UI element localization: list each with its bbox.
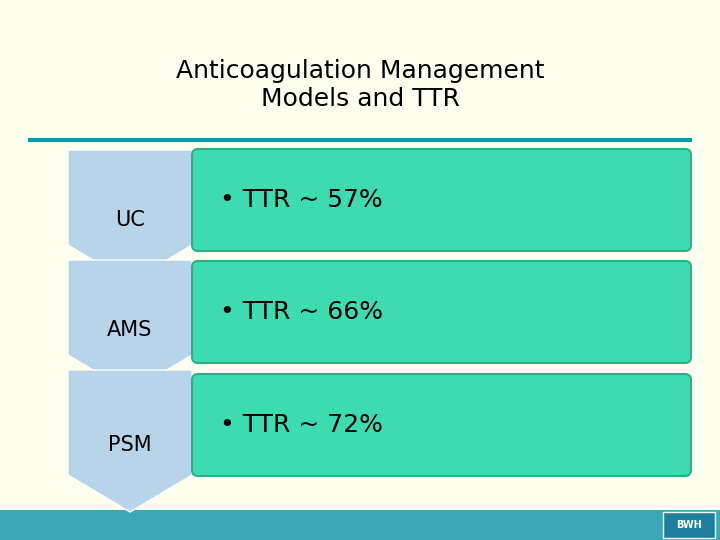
Bar [0, 510, 720, 540]
Text: PSM: PSM [108, 435, 152, 455]
Polygon shape [68, 370, 192, 512]
FancyBboxPatch shape [192, 261, 691, 363]
Polygon shape [68, 260, 192, 392]
FancyBboxPatch shape [192, 374, 691, 476]
Text: UC: UC [115, 210, 145, 230]
Text: • TTR ~ 72%: • TTR ~ 72% [220, 413, 383, 437]
FancyBboxPatch shape [663, 512, 715, 538]
FancyBboxPatch shape [192, 149, 691, 251]
Text: BWH: BWH [676, 520, 702, 530]
Text: • TTR ~ 66%: • TTR ~ 66% [220, 300, 383, 324]
Text: Anticoagulation Management
Models and TTR: Anticoagulation Management Models and TT… [176, 59, 544, 111]
Polygon shape [68, 150, 192, 282]
Text: • TTR ~ 57%: • TTR ~ 57% [220, 188, 382, 212]
Text: AMS: AMS [107, 320, 153, 340]
